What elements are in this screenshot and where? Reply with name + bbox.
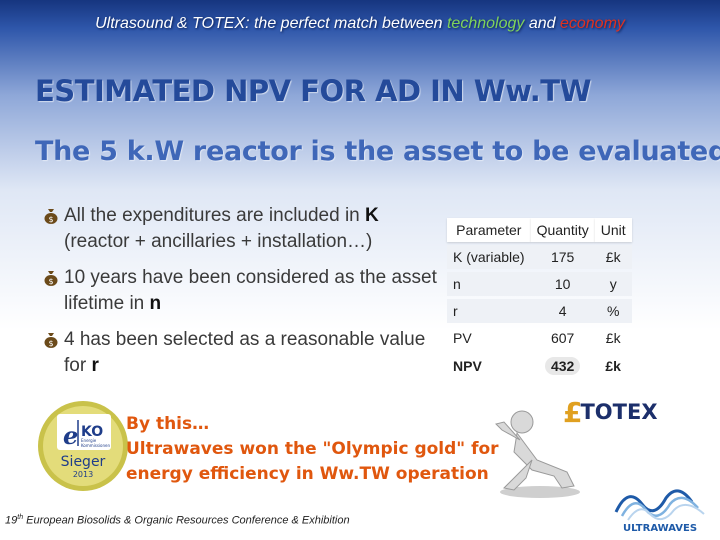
money-bag-icon: $ <box>44 209 58 224</box>
table-row: r 4 % <box>447 299 632 323</box>
badge-small1: Energie <box>81 438 97 443</box>
cell-unit: y <box>594 272 632 296</box>
bullet-bold: r <box>91 355 99 376</box>
parameter-table: Parameter Quantity Unit K (variable) 175… <box>447 215 632 382</box>
svg-text:$: $ <box>48 277 53 286</box>
logo-text: ULTRAWAVES <box>623 523 697 534</box>
pound-icon: £ <box>563 396 583 429</box>
badge-small2: Kommissionen <box>81 443 110 448</box>
table-row: K (variable) 175 £k <box>447 245 632 269</box>
header-technology: technology <box>446 15 525 32</box>
cell-quantity: 607 <box>550 330 575 346</box>
eko-sieger-badge: e KO Energie Kommissionen Sieger 2013 <box>38 401 128 491</box>
footer-sup: th <box>17 514 24 521</box>
bullet-item: $ 10 years have been considered as the a… <box>44 265 444 317</box>
bullet-item: $ 4 has been selected as a reasonable va… <box>44 327 444 379</box>
cell-quantity: 175 <box>530 245 595 269</box>
npv-highlight: 432 <box>544 357 581 375</box>
cell-parameter: K (variable) <box>447 245 531 269</box>
footer-text: 19th European Biosolids & Organic Resour… <box>5 514 350 527</box>
bullet-text: All the expenditures are included in <box>64 205 366 226</box>
svg-text:$: $ <box>48 215 53 224</box>
award-line: energy efficiency in Ww.TW operation <box>126 464 489 484</box>
cell-quantity: 4 <box>530 299 595 323</box>
footer-main: European Biosolids & Organic Resources C… <box>23 514 350 527</box>
cell-parameter: PV <box>453 330 472 346</box>
bullet-text: (reactor + ancillaries + installation…) <box>64 231 373 252</box>
cell-unit: £k <box>605 358 621 374</box>
award-line: Ultrawaves won the "Olympic gold" for <box>126 439 499 459</box>
column-header-quantity: Quantity <box>530 218 595 242</box>
bullet-bold: K <box>365 205 379 226</box>
svg-text:$: $ <box>48 339 53 348</box>
table-header-row: Parameter Quantity Unit <box>447 218 632 242</box>
header-part1: Ultrasound & TOTEX: the perfect match be… <box>95 15 447 32</box>
award-text: By this… Ultrawaves won the "Olympic gol… <box>126 412 499 487</box>
award-line: By this… <box>126 414 210 434</box>
table-row: n 10 y <box>447 272 632 296</box>
column-header-parameter: Parameter <box>447 218 531 242</box>
slide-subtitle: The 5 k.W reactor is the asset to be eva… <box>35 136 720 167</box>
badge-ko: KO <box>81 424 103 440</box>
badge-e: e <box>63 421 78 450</box>
table-row: NPV 432 £k <box>447 353 632 379</box>
badge-sieger: Sieger <box>61 454 106 470</box>
bullet-text: 10 years have been considered as the ass… <box>64 267 437 314</box>
cell-unit: £k <box>594 245 632 269</box>
slide-title: ESTIMATED NPV FOR AD IN Ww.TW <box>35 74 592 108</box>
totex-label: £TOTEX <box>563 396 658 429</box>
bullet-item: $ All the expenditures are included in K… <box>44 203 444 255</box>
ultrawaves-logo: ULTRAWAVES <box>614 489 705 534</box>
cell-unit: % <box>594 299 632 323</box>
money-bag-icon: $ <box>44 333 58 348</box>
table-row: PV 607 £k <box>447 326 632 350</box>
footer-ordinal: 19 <box>5 514 18 527</box>
header-and: and <box>524 15 560 32</box>
cell-unit: £k <box>605 330 621 346</box>
slide-header: Ultrasound & TOTEX: the perfect match be… <box>0 0 720 38</box>
badge-year: 2013 <box>73 470 93 479</box>
header-economy: economy <box>559 15 625 32</box>
bullet-text: 4 has been selected as a reasonable valu… <box>64 329 426 376</box>
cell-parameter: NPV <box>453 358 482 374</box>
totex-text: TOTEX <box>580 400 658 424</box>
bullet-list: $ All the expenditures are included in K… <box>44 203 444 389</box>
cell-parameter: n <box>447 272 531 296</box>
bullet-bold: n <box>149 293 162 314</box>
cell-quantity: 10 <box>530 272 595 296</box>
figure-pushing-pound-icon <box>495 410 580 498</box>
header-text: Ultrasound & TOTEX: the perfect match be… <box>95 15 625 33</box>
column-header-unit: Unit <box>594 218 632 242</box>
cell-quantity: 432 <box>531 353 595 379</box>
cell-parameter: r <box>447 299 531 323</box>
money-bag-icon: $ <box>44 271 58 286</box>
